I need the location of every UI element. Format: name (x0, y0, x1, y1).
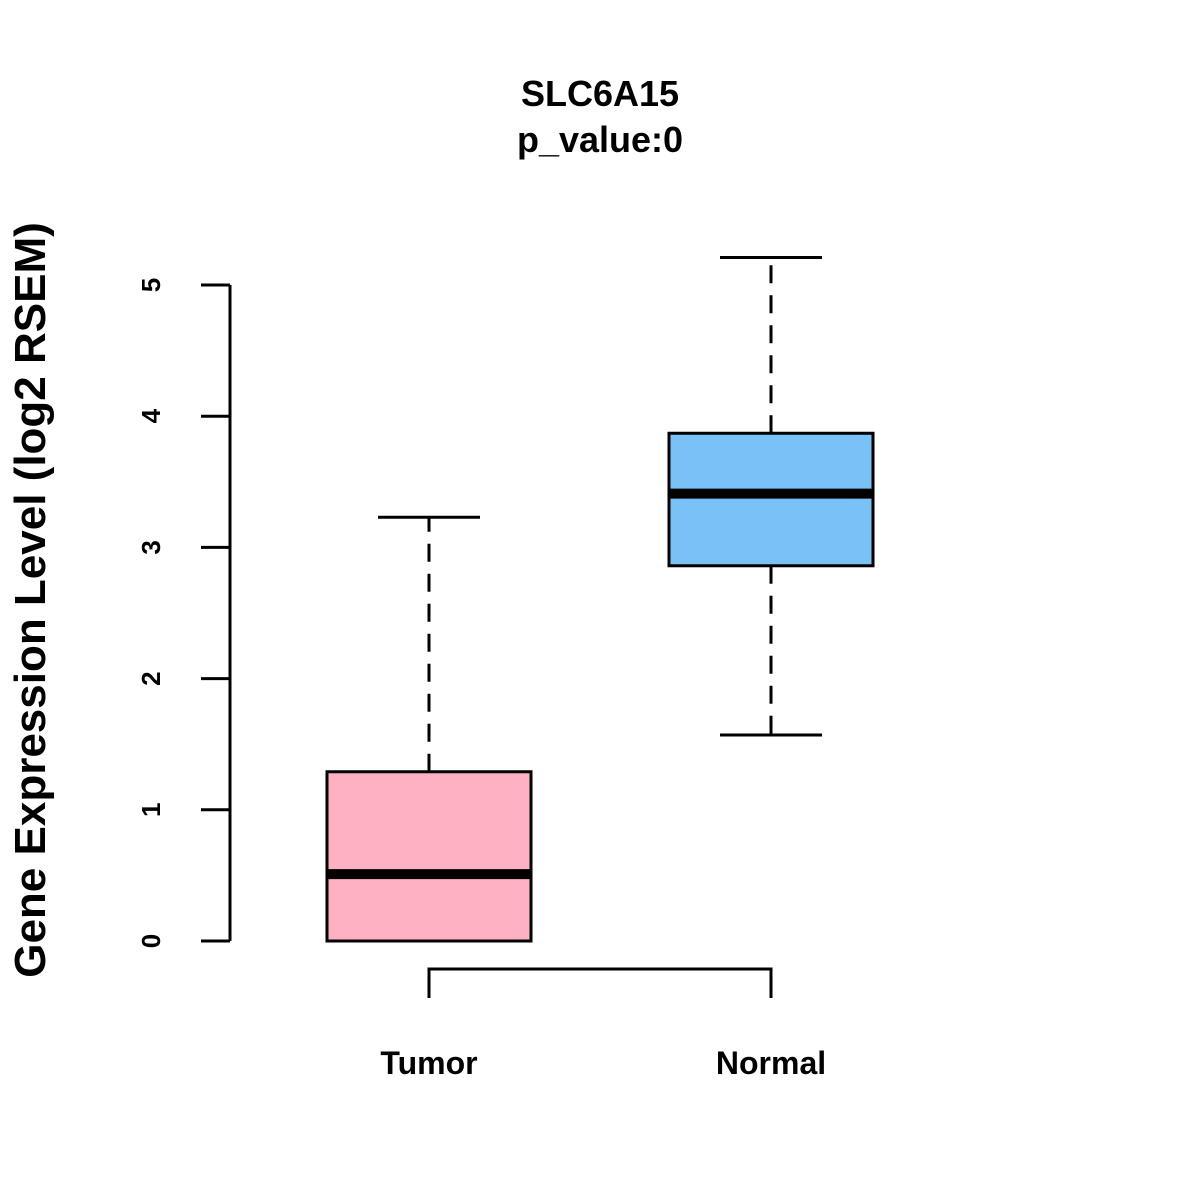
comparison-bracket (427, 967, 773, 998)
bracket-line (427, 967, 773, 998)
box-tumor (325, 515, 533, 943)
iqr-box (325, 770, 533, 943)
y-axis-label: Gene Expression Level (log2 RSEM) (6, 222, 55, 978)
iqr-box (667, 431, 875, 568)
y-tick-label: 0 (136, 934, 166, 948)
x-label-normal: Normal (716, 1045, 826, 1081)
y-tick-label: 3 (136, 540, 166, 554)
y-tick-label: 1 (136, 803, 166, 817)
y-tick-label: 4 (136, 408, 166, 423)
box-normal (667, 255, 875, 737)
y-axis: 0 1 2 3 4 5 (136, 278, 232, 948)
chart-subtitle: p_value:0 (517, 119, 683, 160)
chart-title: SLC6A15 (521, 73, 679, 114)
x-label-tumor: Tumor (380, 1045, 477, 1081)
box-series (325, 255, 875, 943)
x-axis-labels: Tumor Normal (380, 1045, 826, 1081)
y-tick-label: 2 (136, 671, 166, 685)
y-tick-label: 5 (136, 278, 166, 292)
